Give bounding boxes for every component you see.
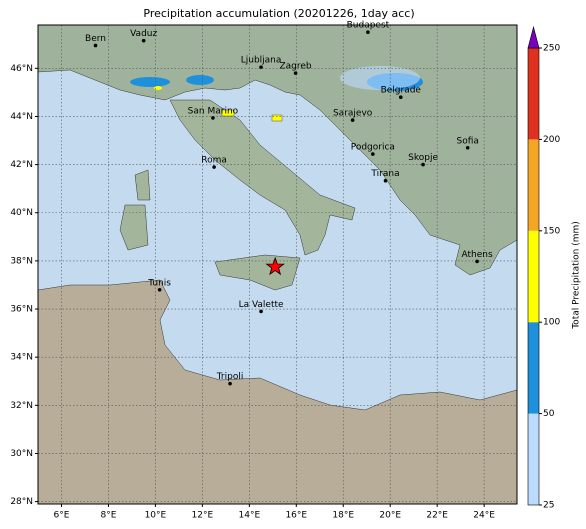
precip-patches [130, 66, 423, 122]
y-tick-label: 32°N [10, 401, 33, 411]
colorbar-tick-label: 200 [543, 135, 560, 145]
colorbar-tick-label: 150 [543, 226, 560, 236]
city-marker [157, 287, 162, 292]
colorbar-frame [527, 47, 540, 506]
city-label: Skopje [408, 153, 438, 163]
overlay: 6°E 8°E 10°E 12°E 14°E 16°E 18°E 20°E 22°E 24°E 28… [10, 21, 560, 521]
city-marker [93, 43, 98, 48]
x-tick-label: 18°E [332, 511, 354, 521]
city-marker [141, 38, 146, 43]
colorbar-segment [528, 48, 539, 140]
city-label: Sofia [456, 136, 478, 146]
y-tick-label: 44°N [10, 112, 33, 122]
city-marker [212, 165, 216, 169]
city-marker [475, 259, 479, 264]
colorbar-tick-label: 25 [543, 501, 554, 511]
city-label: Ljubljana [241, 56, 282, 66]
city-label: La Valette [239, 300, 284, 310]
y-tick-label: 38°N [10, 256, 33, 266]
x-tick-label: 8°E [100, 511, 116, 521]
city-label: Belgrade [381, 86, 422, 96]
x-tick-label: 10°E [145, 511, 167, 521]
y-tick-label: 34°N [10, 353, 33, 363]
colorbar-segment [528, 413, 539, 505]
colorbar-label: Total Precipitation (mm) [572, 221, 582, 330]
y-tick-label: 36°N [10, 305, 33, 315]
city-marker [398, 95, 403, 100]
city-marker [259, 65, 263, 69]
colorbar-tick-label: 100 [543, 318, 560, 328]
city-marker [350, 118, 355, 122]
map-title: Precipitation accumulation (20201226, 1d… [143, 7, 414, 20]
city-marker [211, 116, 215, 120]
city-marker [228, 381, 232, 386]
city-label: Sarajevo [333, 109, 373, 119]
y-tick-label: 40°N [10, 208, 33, 218]
city-label: Athens [461, 250, 492, 260]
city-marker [465, 145, 470, 150]
land-africa [38, 279, 517, 504]
land-sardinia [119, 204, 149, 251]
x-tick-label: 12°E [192, 511, 214, 521]
x-tick-label: 6°E [54, 511, 70, 521]
city-label: Bern [85, 34, 106, 44]
x-tick-label: 16°E [285, 511, 307, 521]
city-label: Tripoli [216, 372, 244, 382]
colorbar-extend [527, 25, 540, 49]
x-tick-label: 22°E [426, 511, 448, 521]
x-tick-label: 24°E [473, 511, 495, 521]
colorbar-tick-label: 250 [543, 44, 560, 54]
city-label: Tirana [370, 169, 399, 179]
y-tick-label: 28°N [10, 497, 33, 507]
land-italy [169, 99, 356, 256]
city-label: Zagreb [280, 62, 312, 72]
city-marker [421, 162, 425, 167]
x-tick-label: 14°E [239, 511, 261, 521]
city-label: Budapest [347, 21, 390, 31]
y-tick-label: 30°N [10, 449, 33, 459]
y-tick-label: 42°N [10, 160, 33, 170]
city-label: Vaduz [130, 29, 157, 39]
city-marker [383, 178, 388, 183]
city-marker [371, 152, 375, 156]
city-marker [366, 30, 370, 35]
city-label: Tunis [147, 278, 171, 288]
colorbar-segment [528, 230, 539, 323]
land-corsica [134, 169, 151, 201]
city-marker [259, 309, 263, 314]
city-label: San Marino [188, 106, 239, 116]
city-label: Roma [201, 156, 227, 166]
colorbar-tick-label: 50 [543, 409, 555, 419]
colorbar-segment [528, 139, 539, 231]
star-marker [265, 256, 285, 276]
colorbar-segment [528, 322, 539, 414]
map-frame [37, 24, 518, 505]
x-tick-label: 20°E [379, 511, 401, 521]
city-label: Podgorica [351, 143, 395, 153]
y-tick-label: 46°N [10, 64, 33, 74]
city-marker [293, 71, 298, 75]
